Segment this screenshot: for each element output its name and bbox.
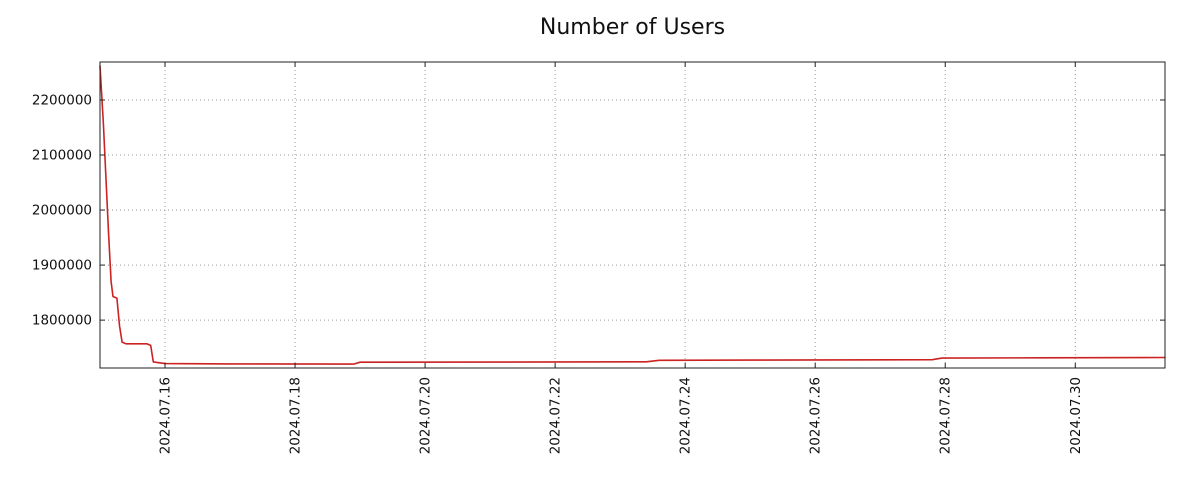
x-tick-label: 2024.07.22 (548, 377, 564, 454)
plot-border (99, 61, 1166, 369)
y-tick-label: 1800000 (32, 313, 92, 329)
y-tick-label: 2000000 (32, 203, 92, 219)
data-line (99, 65, 1166, 365)
chart-title: Number of Users (539, 15, 726, 40)
x-tick-label: 2024.07.16 (158, 377, 174, 454)
x-tick-label: 2024.07.26 (808, 377, 824, 454)
x-tick-label: 2024.07.18 (288, 377, 304, 454)
x-tick-label: 2024.07.30 (1068, 377, 1084, 454)
y-tick-label: 1900000 (32, 258, 92, 274)
y-tick-label: 2200000 (32, 92, 92, 108)
x-tick-label: 2024.07.24 (678, 377, 694, 454)
x-tick-label: 2024.07.28 (938, 377, 954, 454)
x-tick-label: 2024.07.20 (418, 377, 434, 454)
y-tick-label: 2100000 (32, 148, 92, 164)
